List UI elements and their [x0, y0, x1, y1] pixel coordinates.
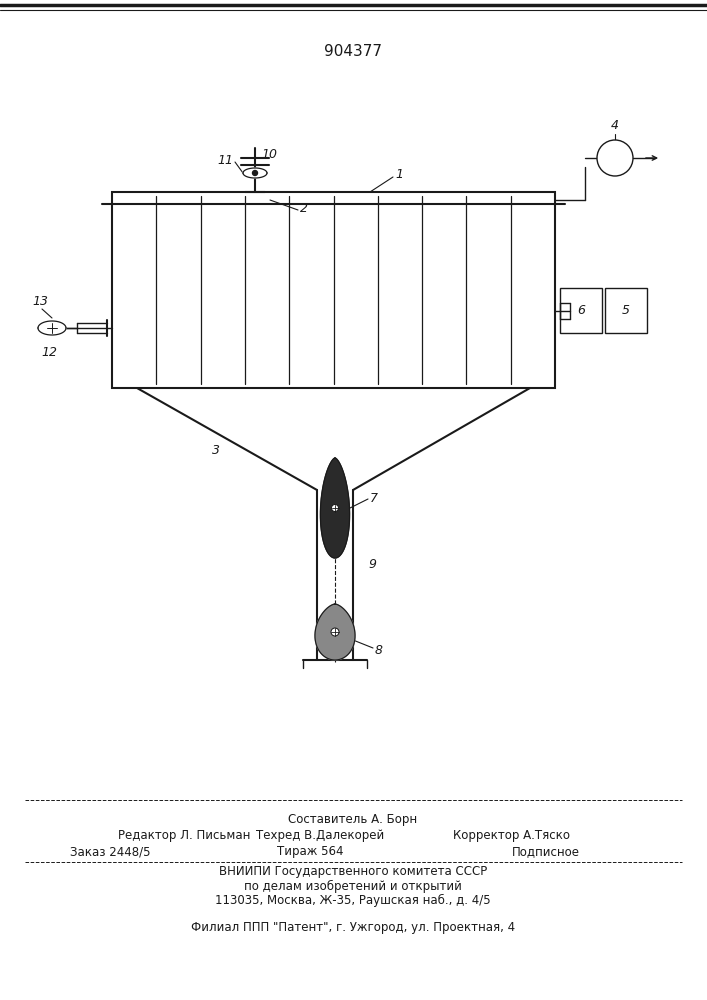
- Text: Тираж 564: Тираж 564: [276, 846, 344, 858]
- Bar: [560, 288, 602, 333]
- Text: по делам изобретений и открытий: по делам изобретений и открытий: [244, 879, 462, 893]
- Text: 113035, Москва, Ж-35, Раушская наб., д. 4/5: 113035, Москва, Ж-35, Раушская наб., д. …: [215, 893, 491, 907]
- Text: 5: 5: [622, 304, 630, 317]
- Text: 6: 6: [577, 304, 585, 317]
- Text: 1: 1: [395, 168, 403, 182]
- Text: Филиал ППП "Патент", г. Ужгород, ул. Проектная, 4: Филиал ППП "Патент", г. Ужгород, ул. Про…: [191, 922, 515, 934]
- Text: 10: 10: [261, 148, 277, 161]
- Text: 9: 9: [368, 558, 376, 572]
- Circle shape: [331, 628, 339, 636]
- Text: Заказ 2448/5: Заказ 2448/5: [70, 846, 151, 858]
- Text: 13: 13: [32, 295, 48, 308]
- Text: 904377: 904377: [324, 44, 382, 60]
- Polygon shape: [38, 321, 66, 335]
- Text: 7: 7: [370, 491, 378, 504]
- Bar: [112, 192, 555, 388]
- Text: Составитель А. Борн: Составитель А. Борн: [288, 814, 418, 826]
- Polygon shape: [315, 604, 355, 660]
- Text: Редактор Л. Письман: Редактор Л. Письман: [118, 830, 250, 842]
- Polygon shape: [243, 168, 267, 178]
- Text: 11: 11: [217, 153, 233, 166]
- Text: 12: 12: [41, 346, 57, 359]
- Text: 8: 8: [375, 644, 383, 656]
- Bar: [605, 288, 647, 333]
- Text: 3: 3: [212, 444, 220, 456]
- Circle shape: [252, 170, 257, 176]
- Circle shape: [597, 140, 633, 176]
- Text: ВНИИПИ Государственного комитета СССР: ВНИИПИ Государственного комитета СССР: [219, 865, 487, 879]
- Text: Техред В.Далекорей: Техред В.Далекорей: [256, 830, 384, 842]
- Circle shape: [332, 504, 339, 512]
- Text: Подписное: Подписное: [512, 846, 580, 858]
- Text: 4: 4: [611, 119, 619, 132]
- Polygon shape: [320, 458, 349, 558]
- Text: 2: 2: [300, 202, 308, 215]
- Text: Корректор А.Тяско: Корректор А.Тяско: [453, 830, 570, 842]
